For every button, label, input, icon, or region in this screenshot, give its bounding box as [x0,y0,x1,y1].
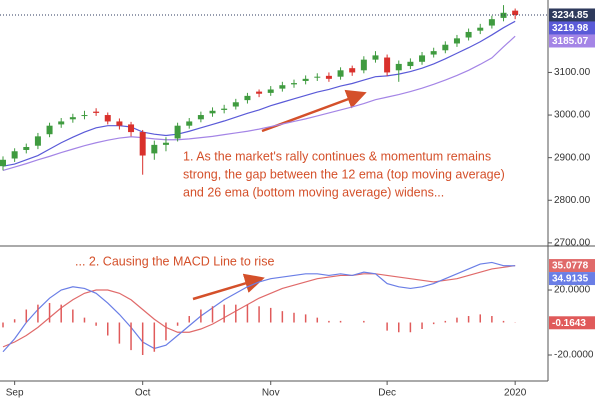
candle-body [186,121,193,126]
candle-body [500,12,507,18]
x-tick-label: Sep [6,388,24,399]
last-value-box [549,316,595,330]
candle-body [151,144,158,154]
line [2,264,516,348]
candle-body [419,55,426,62]
candle-body [360,59,367,71]
candle-body [11,151,18,159]
last-value-box [549,8,595,22]
candle-body [372,55,379,60]
line [2,261,516,353]
candle-body [395,63,402,71]
candle-body [244,95,251,101]
candle-body [162,142,169,145]
x-tick-label: Oct [135,388,151,399]
candle-body [442,44,449,51]
candle-body [512,10,519,15]
candle-body [116,121,123,126]
candle-body [384,57,391,73]
candle-body [337,70,344,77]
candle-body [197,115,204,120]
last-value-label: 35.0778 [552,261,589,272]
last-value-label: 3219.98 [552,23,589,34]
last-value-label: -0.1643 [552,318,586,329]
candle-body [58,121,65,125]
x-tick-label: Dec [378,388,396,399]
candle-body [349,68,356,73]
candle-body [128,124,135,133]
y-tick-label: 3000.00 [554,110,591,121]
candle-body [0,159,6,167]
candle-body [23,147,30,150]
annotation: ... 2. Causing the MACD Line to rise [75,254,274,268]
arrow [192,273,265,301]
annotation: 1. As the market's rally continues & mom… [183,149,491,163]
candle-body [104,115,111,122]
candle-body [325,75,332,79]
candle-body [430,51,437,55]
last-value-box [549,34,595,48]
y-tick-label: 3100.00 [554,67,591,78]
y-tick-label: 2900.00 [554,152,591,163]
candle-body [256,91,263,94]
last-value-box [549,21,595,35]
candle-body [93,111,100,113]
last-value-box [549,272,595,286]
candle-body [69,117,76,120]
line [2,20,516,167]
candle-body [267,89,274,93]
last-value-box [549,259,595,273]
candle-body [465,31,472,38]
candle-body [34,136,41,146]
candle-body [232,102,239,107]
x-tick-label: Nov [262,388,280,399]
candle-body [291,83,297,85]
last-value-label: 3234.85 [552,10,589,21]
candle-body [81,115,88,117]
candle-body [314,76,321,78]
candle-body [139,132,146,156]
line [2,35,516,172]
last-value-label: 34.9135 [552,274,589,285]
last-value-label: 3185.07 [552,36,589,47]
candle-body [279,85,286,89]
candle-body [453,38,460,44]
y-tick-label: 2700.00 [554,238,591,249]
annotation: and 26 ema (bottom moving average) widen… [183,185,444,199]
y-tick-label: 20.0000 [554,285,591,296]
y-tick-label: -20.0000 [554,350,594,361]
annotation: strong, the gap between the 12 ema (top … [183,167,505,181]
y-tick-label: 2800.00 [554,195,591,206]
candle-body [174,125,181,139]
candle-body [46,125,53,135]
candle-body [209,110,216,114]
candle-body [407,61,414,67]
candle-body [477,27,484,31]
candle-body [221,108,228,110]
x-tick-label: 2020 [504,388,527,399]
candle-body [488,19,495,26]
candle-body [302,78,309,81]
